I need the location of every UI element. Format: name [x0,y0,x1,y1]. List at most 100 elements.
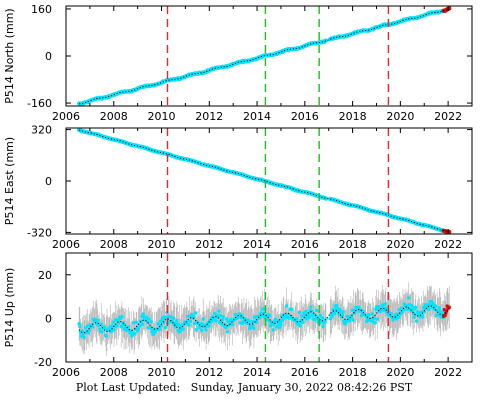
data-point [314,308,319,313]
data-point [201,317,205,321]
data-point [192,315,196,319]
y-tick-label: -20 [34,356,52,369]
data-point [115,323,119,327]
x-tick-label: 2006 [52,110,80,123]
data-point [298,324,302,328]
x-tick-label: 2014 [243,366,271,379]
data-point [111,320,116,324]
data-point [224,325,228,330]
data-point [380,303,384,307]
x-tick-label: 2008 [100,366,128,379]
up-frame [65,252,473,363]
data-point [367,313,371,317]
data-point [233,312,238,317]
data-point [136,327,141,331]
x-tick-label: 2012 [195,366,223,379]
data-point [87,329,91,333]
east-model-curve [78,129,450,233]
data-point [421,315,425,319]
y-tick-label: -320 [27,226,52,239]
data-point [159,324,163,328]
x-tick-label: 2014 [243,238,271,251]
data-point [361,309,365,313]
data-point [349,315,354,320]
data-point [447,305,452,310]
data-point [395,312,399,316]
data-point [434,304,438,308]
north-model-curve [79,8,450,105]
data-point [141,312,146,316]
data-point [163,325,168,330]
data-point [225,330,230,334]
y-tick-label: 0 [45,50,52,63]
data-point [95,318,100,323]
x-tick-label: 2022 [434,110,462,123]
data-point [207,324,211,328]
data-point [131,321,136,325]
data-point [140,322,145,327]
data-point [220,318,225,322]
data-point [230,322,235,327]
data-point [389,311,394,316]
data-point [277,325,282,330]
data-point [304,309,308,314]
y-tick-label: -160 [27,97,52,110]
x-tick-label: 2016 [291,110,319,123]
data-point [406,296,411,300]
y-tick-label: 0 [45,175,52,188]
data-point [112,328,116,332]
x-tick-label: 2008 [100,238,128,251]
data-point [357,305,361,309]
data-point [193,311,198,315]
plot-updated-footer: Plot Last Updated: Sunday, January 30, 2… [75,381,413,394]
data-point [279,322,283,327]
data-point [225,317,229,321]
data-point [138,324,142,328]
data-point [247,318,251,323]
data-point [289,307,294,312]
data-point [80,329,84,333]
data-point [100,330,104,334]
north-y-axis-label: P514 North (mm) [3,8,16,103]
data-point [173,325,178,329]
data-point [187,323,191,327]
data-point [347,319,352,323]
data-point [436,313,440,317]
data-point [275,319,280,323]
data-point [351,318,355,323]
data-point [340,313,345,317]
x-tick-label: 2016 [291,366,319,379]
data-point [175,318,179,323]
x-tick-label: 2018 [339,238,367,251]
data-point [181,327,185,331]
data-point [250,320,255,324]
data-point [301,320,305,324]
data-point [252,326,256,330]
data-point [240,313,244,318]
data-point [149,320,153,324]
data-point [178,329,183,333]
data-point [120,314,124,319]
data-point [313,313,317,318]
x-tick-label: 2010 [148,110,176,123]
data-point [289,314,293,319]
data-point [267,314,272,318]
x-tick-label: 2014 [243,110,271,123]
data-point [194,327,198,332]
data-point [284,304,289,308]
data-point [338,308,342,312]
data-point [156,322,161,326]
up-model-curve [78,305,450,334]
data-point [341,310,345,314]
data-point [158,327,162,331]
up-plot-area [77,282,452,356]
data-point [297,310,302,315]
y-tick-label: 160 [31,3,52,16]
data-point [251,323,255,328]
data-point [414,319,419,323]
data-point [272,323,276,327]
data-point [218,313,223,318]
y-tick-label: 0 [45,312,52,325]
data-point [416,310,421,315]
